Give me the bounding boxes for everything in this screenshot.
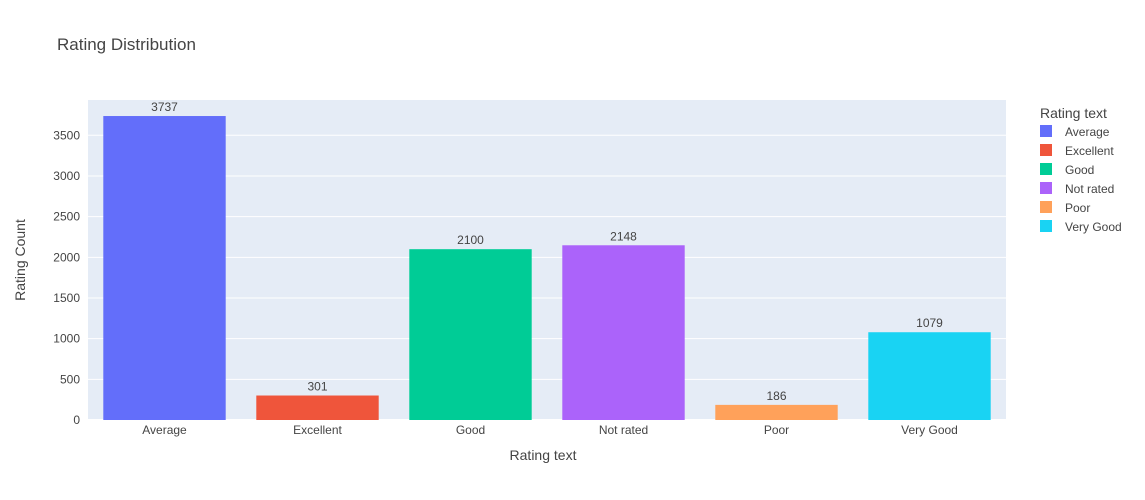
y-axis-ticks: 0 500 1000 1500 2000 2500 3000 3500 (53, 128, 80, 427)
chart-title: Rating Distribution (57, 35, 196, 54)
bar (409, 249, 532, 420)
y-axis-title: Rating Count (12, 219, 28, 301)
x-tick-label: Poor (764, 423, 789, 437)
bar (715, 404, 838, 420)
bar (256, 395, 379, 420)
bar-value-label: 1079 (916, 316, 943, 330)
legend-swatch[interactable] (1040, 182, 1052, 194)
bar (868, 332, 991, 420)
x-axis-title: Rating text (510, 447, 577, 463)
y-tick-label: 500 (60, 372, 80, 386)
plot-area (88, 100, 1006, 420)
bar-value-label: 3737 (151, 100, 178, 114)
legend-swatch[interactable] (1040, 220, 1052, 232)
x-tick-label: Not rated (599, 423, 648, 437)
legend: Rating text Average Excellent Good Not rate… (1040, 105, 1122, 234)
bar (562, 245, 685, 420)
gridlines (88, 134, 1006, 421)
bar-value-label: 2100 (457, 233, 484, 247)
legend-title: Rating text (1040, 105, 1107, 121)
y-tick-label: 1500 (53, 291, 80, 305)
y-tick-label: 2000 (53, 250, 80, 264)
bar-value-label: 301 (307, 380, 327, 394)
x-tick-label: Very Good (901, 423, 958, 437)
legend-item-label[interactable]: Not rated (1065, 182, 1114, 196)
x-tick-label: Average (142, 423, 187, 437)
x-tick-label: Excellent (293, 423, 342, 437)
legend-swatch[interactable] (1040, 201, 1052, 213)
bars: 3737 301 2100 2148 186 1079 (103, 100, 991, 420)
y-tick-label: 0 (73, 413, 80, 427)
legend-item-label[interactable]: Poor (1065, 201, 1090, 215)
x-tick-label: Good (456, 423, 485, 437)
bar-value-label: 186 (766, 389, 786, 403)
legend-item-label[interactable]: Average (1065, 125, 1110, 139)
legend-swatch[interactable] (1040, 125, 1052, 137)
y-tick-label: 3000 (53, 169, 80, 183)
y-tick-label: 2500 (53, 210, 80, 224)
legend-item-label[interactable]: Good (1065, 163, 1094, 177)
legend-item-label[interactable]: Very Good (1065, 220, 1122, 234)
legend-swatch[interactable] (1040, 144, 1052, 156)
y-tick-label: 1000 (53, 332, 80, 346)
y-tick-label: 3500 (53, 128, 80, 142)
x-axis-ticks: Average Excellent Good Not rated Poor Very Go… (142, 423, 958, 437)
legend-swatch[interactable] (1040, 163, 1052, 175)
legend-item-label[interactable]: Excellent (1065, 144, 1114, 158)
bar (103, 116, 226, 420)
bar-value-label: 2148 (610, 229, 637, 243)
